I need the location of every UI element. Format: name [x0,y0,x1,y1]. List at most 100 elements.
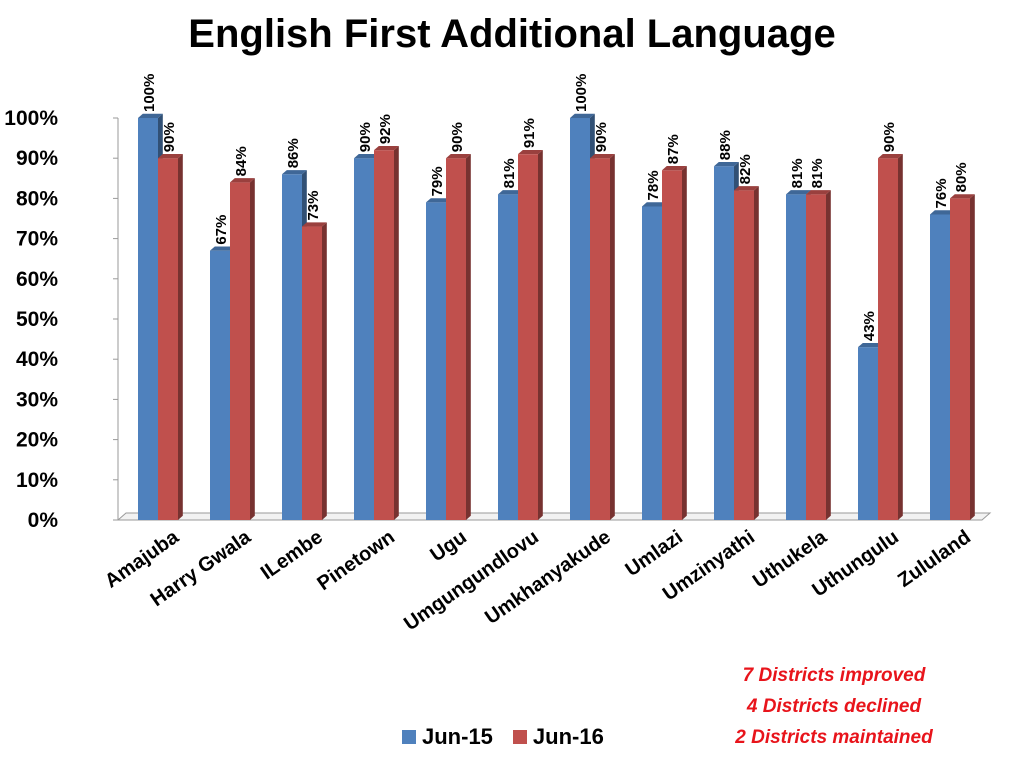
legend-label-jun-16: Jun-16 [532,724,604,749]
data-label-jun-16-ugu: 90% [449,122,466,152]
bar-jun-16-amajuba [158,158,178,520]
bar-side-jun-16-zululand [970,194,975,520]
y-tick-label: 60% [16,268,58,291]
category-label-umgungundlovu: Umgungundlovu [400,526,543,635]
legend-item-jun-15: Jun-15 [402,724,493,750]
bar-side-jun-16-harry-gwala [250,178,255,520]
data-label-jun-16-uthukela: 81% [809,158,826,188]
data-label-jun-16-uthungulu: 90% [881,122,898,152]
bar-top-jun-15-ilembe [282,170,307,175]
bar-top-jun-15-uthukela [786,190,811,195]
data-label-jun-15-umzinyathi: 88% [717,130,734,160]
bar-jun-16-uthungulu [878,158,898,520]
bar-jun-16-zululand [950,198,970,520]
bar-jun-16-pinetown [374,150,394,520]
chart-floor [116,512,992,521]
bar-top-jun-16-umgungundlovu [518,149,543,155]
bar-side-jun-16-umgungundlovu [538,149,543,521]
legend-item-jun-16: Jun-16 [512,724,604,750]
bar-jun-15-zululand [930,214,950,521]
bar-top-jun-15-harry-gwala [210,246,235,251]
bar-side-jun-16-umzinyathi [754,186,759,520]
bar-jun-15-harry-gwala [210,250,230,520]
data-label-jun-15-pinetown: 90% [357,122,374,152]
bar-jun-16-umzinyathi [734,190,754,521]
bar-side-jun-16-uthungulu [898,154,903,520]
category-label-umkhanyakude: Umkhanyakude [481,526,615,629]
y-tick-label: 90% [16,147,58,170]
bar-side-jun-16-pinetown [394,145,399,520]
data-label-jun-15-umlazi: 78% [645,170,662,200]
bar-side-jun-16-uthukela [826,190,831,520]
bar-side-jun-16-ilembe [322,222,327,520]
data-label-jun-15-umgungundlovu: 81% [501,158,518,188]
y-tick-label: 100% [4,107,58,130]
data-label-jun-15-harry-gwala: 67% [213,215,230,245]
bar-jun-15-pinetown [354,158,374,520]
category-label-zululand: Zululand [894,526,975,592]
data-label-jun-16-umzinyathi: 82% [737,154,754,184]
bar-top-jun-16-uthukela [806,190,831,195]
bar-jun-15-amajuba [138,118,158,520]
bar-top-jun-15-umlazi [642,202,667,207]
bar-top-jun-15-pinetown [354,154,379,159]
data-label-jun-16-umkhanyakude: 90% [593,122,610,152]
legend-swatch-jun-16 [512,730,527,744]
note-declined: 4 Districts declined [746,696,922,717]
legend-swatch-jun-15 [402,730,416,744]
y-tick-label: 40% [16,348,58,371]
data-label-jun-16-pinetown: 92% [377,114,394,144]
y-tick-label: 80% [16,187,58,210]
note-improved: 7 Districts improved [742,665,926,686]
bar-side-jun-16-ugu [466,154,471,520]
bar-top-jun-15-umkhanyakude [570,113,595,118]
chart-title: English First Additional Language [188,12,836,56]
bar-jun-15-umlazi [642,206,662,520]
bar-side-jun-16-umkhanyakude [610,154,615,520]
bar-jun-15-ilembe [282,174,302,520]
y-tick-label: 50% [16,308,58,331]
bar-jun-16-ilembe [302,226,322,521]
y-tick-label: 10% [16,469,58,492]
bar-jun-15-umkhanyakude [570,118,590,520]
bar-top-jun-15-umgungundlovu [498,190,523,195]
bar-side-jun-16-amajuba [178,154,183,520]
y-tick-label: 0% [28,509,59,532]
data-label-jun-15-zululand: 76% [933,178,950,208]
bar-jun-16-harry-gwala [230,182,250,520]
data-label-jun-15-ilembe: 86% [285,138,302,168]
data-label-jun-16-umgungundlovu: 91% [521,118,538,148]
bar-jun-15-ugu [426,202,446,521]
bar-jun-15-uthukela [786,194,806,520]
bar-top-jun-16-ugu [446,154,471,159]
bar-top-jun-16-zululand [950,194,975,199]
data-label-jun-15-ugu: 79% [429,166,446,196]
legend-label-jun-15: Jun-15 [422,724,493,749]
legend: Jun-15 Jun-16 [402,724,624,750]
bar-jun-16-umlazi [662,170,682,520]
summary-notes: 7 Districts improved 4 Districts decline… [704,660,964,753]
bar-top-jun-16-ilembe [302,222,327,227]
data-label-jun-16-zululand: 80% [953,162,970,192]
category-label-umlazi: Umlazi [621,526,686,581]
bar-side-jun-16-umlazi [682,166,687,520]
data-label-jun-15-umkhanyakude: 100% [573,74,590,112]
bar-jun-16-umgungundlovu [518,154,538,520]
y-tick-label: 30% [16,388,58,411]
bar-jun-15-uthungulu [858,347,878,520]
bar-top-jun-16-umlazi [662,166,687,171]
data-label-jun-15-uthungulu: 43% [861,311,878,341]
bar-top-jun-16-uthungulu [878,154,903,159]
bar-jun-16-uthukela [806,194,826,520]
bar-jun-15-umgungundlovu [498,194,518,520]
bar-top-jun-16-pinetown [374,145,399,151]
bar-top-jun-15-amajuba [138,113,163,118]
bar-top-jun-15-uthungulu [858,342,883,348]
category-label-ugu: Ugu [426,526,470,566]
bar-jun-15-umzinyathi [714,166,734,521]
bar-jun-16-umkhanyakude [590,158,610,520]
y-tick-label: 20% [16,429,58,452]
data-label-jun-16-umlazi: 87% [665,134,682,164]
bar-top-jun-16-amajuba [158,154,183,159]
